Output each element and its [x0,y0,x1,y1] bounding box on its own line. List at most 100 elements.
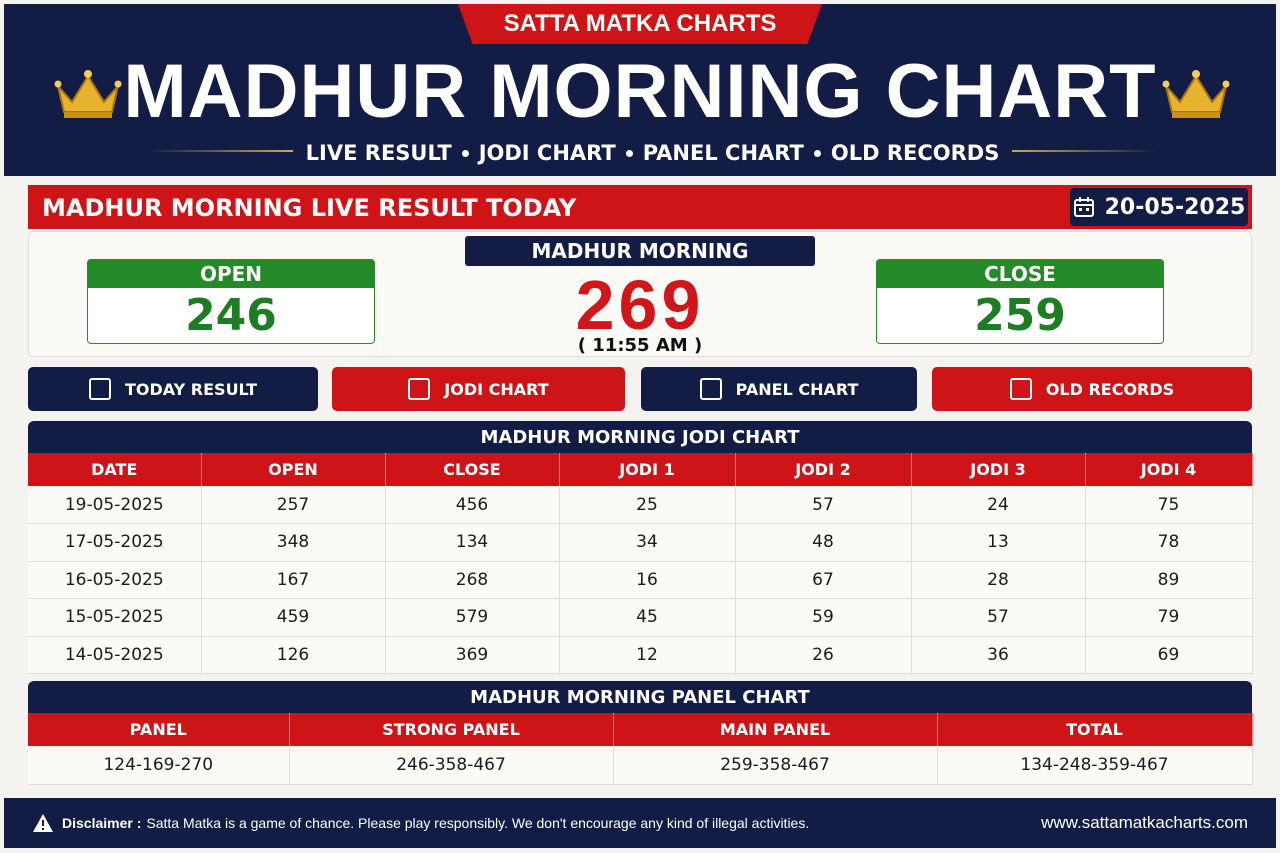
button-label: TODAY RESULT [124,379,258,399]
table-cell: 579 [385,598,560,637]
nav-item[interactable]: OLD RECORDS [830,141,1000,165]
warning-icon [33,814,53,832]
table-cell: 26 [735,636,912,674]
close-label: CLOSE [877,260,1163,288]
table-cell: 134 [385,523,560,562]
column-header: JODI 4 [1085,453,1253,486]
close-value: 259 [974,289,1066,341]
table-row: 16-05-2025 167 268 16 67 28 89 [28,561,1253,599]
table-cell: 75 [1085,486,1253,524]
table-cell: 16-05-2025 [28,561,202,599]
table-cell: 459 [201,598,386,637]
table-cell: 34 [559,523,736,562]
column-header: JODI 2 [735,453,912,486]
table-cell: 15-05-2025 [28,598,202,637]
column-header: DATE [28,453,202,486]
footer: Disclaimer : Satta Matka is a game of ch… [4,798,1276,848]
result-time: ( 11:55 AM ) [577,334,703,356]
column-header: OPEN [201,453,386,486]
column-header: PANEL [28,713,290,746]
table-cell: 69 [1085,636,1253,674]
live-heading: MADHUR MORNING LIVE RESULT TODAY [42,194,577,222]
panel-table: PANEL STRONG PANEL MAIN PANEL TOTAL 124-169-… [28,713,1253,785]
live-bar [28,185,1252,229]
result-value: 269 [575,266,705,344]
table-row: 14-05-2025 126 369 12 26 36 69 [28,636,1253,674]
nav-button[interactable]: OLD RECORDS [932,367,1252,411]
table-cell: 246-358-467 [289,746,614,785]
table-cell: 126 [201,636,386,674]
table-row: 15-05-2025 459 579 45 59 57 79 [28,598,1253,637]
table-cell: 78 [1085,523,1253,562]
calendar-icon [1073,197,1094,217]
nav-button[interactable]: TODAY RESULT [28,367,318,411]
table-cell: 13 [911,523,1086,562]
table-cell: 16 [559,561,736,599]
button-label: PANEL CHART [735,379,859,399]
button-label: JODI CHART [444,379,549,399]
nav-dot [461,149,469,157]
table-cell: 59 [735,598,912,637]
disclaimer-text: Satta Matka is a game of chance. Please … [146,815,810,831]
table-cell: 348 [201,523,386,562]
column-header: JODI 3 [911,453,1086,486]
table-cell: 79 [1085,598,1253,637]
table-cell: 257 [201,486,386,524]
table-cell: 19-05-2025 [28,486,202,524]
gold-line [148,150,293,152]
table-row: 17-05-2025 348 134 34 48 13 78 [28,523,1253,562]
table-cell: 456 [385,486,560,524]
market-label: MADHUR MORNING [465,236,815,266]
button-icon [408,378,431,400]
crown-icon [1162,70,1230,118]
header-row: PANEL STRONG PANEL MAIN PANEL TOTAL [28,713,1253,746]
disclaimer-label: Disclaimer : [62,815,142,831]
column-header: CLOSE [385,453,560,486]
open-box: OPEN 246 [87,259,375,344]
table-cell: 36 [911,636,1086,674]
table-cell: 57 [911,598,1086,637]
table-cell: 268 [385,561,560,599]
table-cell: 25 [559,486,736,524]
nav-button[interactable]: PANEL CHART [641,367,917,411]
jodi-title: MADHUR MORNING JODI CHART [28,421,1252,453]
table-cell: 12 [559,636,736,674]
nav-dot [813,149,821,157]
jodi-table: DATE OPEN CLOSE JODI 1 JODI 2 JODI 3 JODI 4 19-… [28,453,1253,674]
button-icon [88,378,111,400]
header-nav: LIVE RESULT JODI CHART PANEL CHART OLD RECO… [300,138,1005,168]
nav-item[interactable]: PANEL CHART [642,141,804,165]
header-row: DATE OPEN CLOSE JODI 1 JODI 2 JODI 3 JODI 4 [28,453,1253,486]
table-cell: 89 [1085,561,1253,599]
table-cell: 17-05-2025 [28,523,202,562]
live-date: 20-05-2025 [1104,194,1246,220]
gold-line [1012,150,1157,152]
table-cell: 67 [735,561,912,599]
nav-item[interactable]: LIVE RESULT [305,141,452,165]
table-cell: 24 [911,486,1086,524]
header-tab: SATTA MATKA CHARTS [458,4,822,44]
table-row: 19-05-2025 257 456 25 57 24 75 [28,486,1253,524]
button-label: OLD RECORDS [1045,379,1175,399]
table-cell: 167 [201,561,386,599]
column-header: JODI 1 [559,453,736,486]
column-header: TOTAL [937,713,1253,746]
nav-dot [625,149,633,157]
close-box: CLOSE 259 [876,259,1164,344]
button-icon [1009,378,1032,400]
header-title: MADHUR MORNING CHART [123,48,1157,134]
table-cell: 259-358-467 [613,746,938,785]
table-cell: 57 [735,486,912,524]
table-cell: 134-248-359-467 [937,746,1253,785]
panel-title: MADHUR MORNING PANEL CHART [28,681,1252,713]
column-header: STRONG PANEL [289,713,614,746]
table-cell: 28 [911,561,1086,599]
date-box: 20-05-2025 [1070,188,1248,226]
table-cell: 45 [559,598,736,637]
open-value: 246 [185,289,277,341]
nav-item[interactable]: JODI CHART [478,141,616,165]
open-label: OPEN [88,260,374,288]
site-url[interactable]: www.sattamatkacharts.com [1041,813,1248,832]
nav-button[interactable]: JODI CHART [332,367,625,411]
